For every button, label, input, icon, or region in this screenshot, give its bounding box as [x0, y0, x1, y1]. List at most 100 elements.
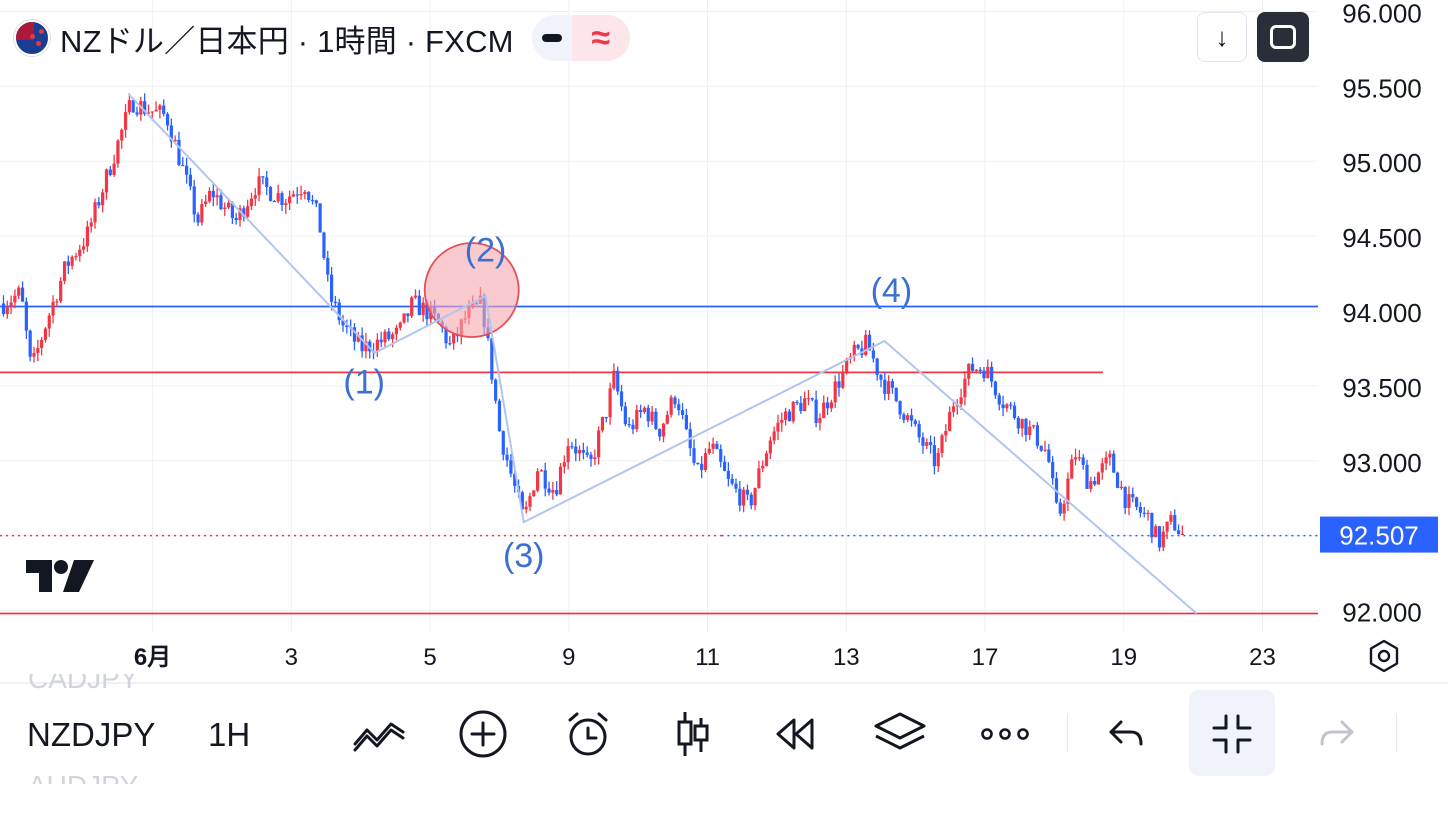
candle-body — [219, 195, 223, 210]
candle-body — [925, 442, 929, 446]
candle-body — [887, 381, 891, 394]
fullscreen-icon[interactable] — [1257, 12, 1309, 62]
candle-body — [715, 443, 719, 450]
y-tick-label: 96.000 — [1342, 0, 1422, 28]
candle-body — [795, 401, 799, 404]
candle-body — [303, 191, 307, 194]
symbol-selector[interactable]: NZDJPY — [27, 716, 156, 753]
candle-body — [593, 457, 597, 460]
candle-body — [413, 295, 418, 298]
candle-body — [612, 370, 616, 389]
collapse-button[interactable] — [1189, 690, 1275, 776]
candle-body — [295, 194, 299, 196]
candle-body — [1112, 453, 1116, 473]
candle-body — [703, 453, 708, 471]
candle-body — [299, 193, 303, 196]
candle-body — [310, 199, 315, 202]
symbol-title[interactable]: NZドル／日本円 · 1時間 · FXCM — [60, 23, 514, 59]
x-tick-label: 19 — [1110, 644, 1137, 671]
candle-body — [932, 445, 936, 467]
candle-body — [497, 400, 502, 432]
undo-icon[interactable] — [1097, 706, 1157, 762]
redo-icon[interactable] — [1306, 706, 1366, 762]
candle-body — [59, 280, 63, 302]
market-status-pill[interactable]: ≈ — [531, 15, 630, 61]
candle-body — [974, 369, 978, 371]
candle-body — [524, 506, 528, 510]
candle-body — [173, 139, 177, 142]
candle-body — [871, 350, 875, 359]
candle-body — [394, 327, 399, 335]
candle-body — [913, 420, 917, 425]
candle-body — [742, 489, 746, 506]
candle-body — [810, 398, 814, 400]
alert-clock-icon[interactable] — [558, 706, 618, 762]
candle-body — [55, 301, 59, 303]
candle-body — [291, 194, 296, 197]
candle-body — [101, 192, 105, 206]
candle-body — [1, 303, 6, 314]
candle-body — [1173, 515, 1177, 531]
candle-body — [272, 200, 276, 203]
y-tick-label: 93.500 — [1342, 373, 1422, 403]
wave-label: (3) — [503, 537, 545, 575]
grid-layer — [0, 0, 1318, 632]
wave-label: (2) — [465, 232, 507, 270]
candle-body — [673, 397, 677, 405]
candle-body — [20, 287, 25, 302]
ghost-symbol-above: CADJPY — [28, 674, 139, 692]
more-icon[interactable] — [975, 706, 1035, 762]
candle-body — [165, 113, 170, 126]
x-tick-label: 17 — [972, 644, 999, 671]
candle-body — [642, 407, 647, 413]
candle-body — [1142, 512, 1146, 514]
wave-path — [127, 93, 1198, 615]
add-icon[interactable] — [453, 706, 513, 762]
candle-body — [589, 454, 593, 460]
candle-body — [1043, 449, 1047, 451]
candle-body — [379, 339, 383, 343]
candle-body — [375, 339, 379, 353]
candle-body — [852, 344, 856, 357]
gear-icon[interactable] — [1362, 634, 1406, 678]
candle-body — [719, 449, 723, 462]
candle-body — [1077, 457, 1081, 459]
candle-body — [391, 334, 395, 340]
candle-body — [616, 370, 620, 392]
candle-body — [650, 411, 654, 422]
candle-body — [329, 274, 334, 302]
candle-body — [1081, 457, 1085, 465]
axes-layer: 92.00092.50093.00093.50094.00094.50095.0… — [0, 0, 1448, 684]
candle-body — [66, 261, 70, 266]
candle-body — [257, 176, 261, 196]
candle-body — [146, 112, 151, 114]
y-tick-label: 93.000 — [1342, 448, 1422, 478]
layers-icon[interactable] — [870, 706, 930, 762]
candle-body — [833, 381, 837, 403]
candle-body — [577, 450, 582, 454]
replay-icon[interactable] — [766, 706, 826, 762]
candle-body — [806, 398, 811, 400]
candles-icon[interactable] — [663, 706, 723, 762]
candle-body — [757, 468, 761, 489]
candle-body — [1096, 472, 1101, 485]
collapse-icon[interactable] — [1202, 706, 1262, 762]
candle-body — [1066, 478, 1070, 504]
candle-body — [864, 334, 868, 356]
candle-body — [963, 378, 967, 398]
candle-body — [906, 415, 910, 420]
arrow-down-icon[interactable]: ↓ — [1197, 12, 1247, 62]
candle-body — [902, 414, 906, 420]
candle-body — [890, 381, 895, 388]
candle-body — [112, 163, 116, 175]
candle-body — [665, 414, 669, 424]
wave-label: (1) — [343, 363, 385, 401]
price-chart[interactable]: (1)(2)(3)(4) 92.00092.50093.00093.50094.… — [0, 0, 1448, 686]
tradingview-logo — [26, 558, 94, 599]
candle-body — [1157, 526, 1162, 548]
interval-selector[interactable]: 1H — [208, 716, 251, 753]
candle-body — [570, 446, 574, 448]
indicators-icon[interactable] — [349, 706, 409, 762]
candle-body — [17, 287, 21, 296]
candle-body — [70, 256, 74, 266]
